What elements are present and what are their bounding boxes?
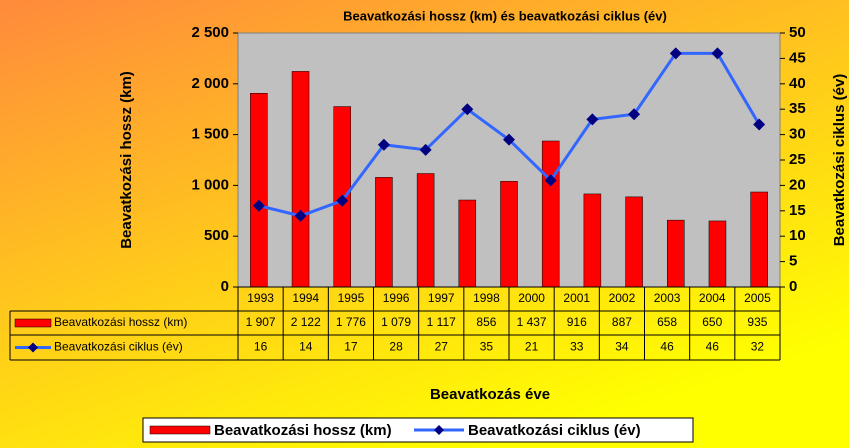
y2-tick-label: 35 xyxy=(789,100,806,117)
y2-tick-label: 50 xyxy=(789,24,806,41)
table-value: 32 xyxy=(751,340,765,354)
table-value: 650 xyxy=(702,315,722,329)
table-value: 658 xyxy=(657,315,677,329)
table-category: 2005 xyxy=(744,291,771,305)
y-axis-title: Beavatkozási hossz (km) xyxy=(118,71,135,249)
table-category: 2001 xyxy=(563,291,590,305)
table-value: 17 xyxy=(344,340,358,354)
table-series-name: Beavatkozási hossz (km) xyxy=(54,315,187,329)
legend-label: Beavatkozási hossz (km) xyxy=(214,422,392,439)
y2-tick-label: 25 xyxy=(789,151,806,168)
y-tick-label: 2 000 xyxy=(191,75,229,92)
legend-label: Beavatkozási ciklus (év) xyxy=(468,422,641,439)
y-tick-label: 2 500 xyxy=(191,24,229,41)
marker xyxy=(294,209,307,222)
y-tick-label: 0 xyxy=(221,278,229,295)
bar xyxy=(416,173,435,288)
marker xyxy=(669,47,682,60)
table-category: 1996 xyxy=(383,291,410,305)
table-value: 2 122 xyxy=(291,315,321,329)
legend-key xyxy=(434,425,444,435)
table-value: 33 xyxy=(570,340,584,354)
table-value: 16 xyxy=(254,340,268,354)
y-tick-label: 1 500 xyxy=(191,126,229,143)
x-axis-title: Beavatkozás éve xyxy=(430,386,550,403)
table-value: 1 776 xyxy=(336,315,366,329)
bar xyxy=(541,140,560,288)
y2-tick-label: 5 xyxy=(789,253,797,270)
table-category: 1997 xyxy=(428,291,455,305)
y2-tick-label: 30 xyxy=(789,126,806,143)
marker xyxy=(711,47,724,60)
marker xyxy=(753,118,766,131)
marker xyxy=(544,174,557,187)
table-value: 27 xyxy=(435,340,449,354)
table-category: 2002 xyxy=(609,291,636,305)
table-value: 1 117 xyxy=(427,315,456,329)
marker xyxy=(503,133,515,146)
bar xyxy=(500,181,518,288)
marker xyxy=(628,108,641,121)
bar xyxy=(458,199,477,288)
legend-key xyxy=(14,318,52,328)
table-value: 1 437 xyxy=(517,315,547,329)
y2-tick-label: 0 xyxy=(789,278,797,295)
marker xyxy=(586,113,599,126)
table-category: 2003 xyxy=(654,291,681,305)
y-tick-label: 500 xyxy=(204,227,229,244)
table-series-name: Beavatkozási ciklus (év) xyxy=(54,340,183,354)
y2-tick-label: 45 xyxy=(789,49,806,66)
table-value: 34 xyxy=(615,340,629,354)
bar xyxy=(375,177,393,288)
marker xyxy=(419,143,432,156)
y2-tick-label: 10 xyxy=(789,227,806,244)
bar xyxy=(583,193,602,288)
y2-tick-label: 15 xyxy=(789,202,806,219)
table-category: 1993 xyxy=(247,291,274,305)
table-value: 935 xyxy=(747,315,767,329)
table-value: 887 xyxy=(612,315,632,329)
table-value: 21 xyxy=(525,340,539,354)
table-value: 46 xyxy=(706,340,720,354)
bar xyxy=(250,92,268,288)
bar xyxy=(708,220,727,288)
marker xyxy=(377,138,390,151)
table-value: 1 079 xyxy=(381,315,411,329)
legend-key xyxy=(149,425,211,435)
table-value: 46 xyxy=(660,340,674,354)
y-tick-label: 1 000 xyxy=(191,176,229,193)
table-category: 1998 xyxy=(473,291,500,305)
marker xyxy=(461,103,474,116)
table-category: 1994 xyxy=(292,291,319,305)
table-value: 916 xyxy=(567,315,587,329)
y2-axis-title: Beavatkozási ciklus (év) xyxy=(831,74,848,247)
marker xyxy=(252,199,265,212)
table-value: 35 xyxy=(480,340,494,354)
marker xyxy=(336,194,349,207)
table-value: 856 xyxy=(476,315,496,329)
bar xyxy=(750,191,768,288)
legend-key xyxy=(28,342,38,353)
table-value: 14 xyxy=(299,340,313,354)
chart-title: Beavatkozási hossz (km) és beavatkozási … xyxy=(343,8,667,23)
table-category: 1995 xyxy=(338,291,365,305)
y2-tick-label: 40 xyxy=(789,75,806,92)
bar xyxy=(667,219,685,288)
y2-tick-label: 20 xyxy=(789,176,806,193)
table-value: 28 xyxy=(389,340,403,354)
table-value: 1 907 xyxy=(246,315,276,329)
table-category: 2004 xyxy=(699,291,726,305)
bar xyxy=(625,196,643,288)
table-category: 2000 xyxy=(518,291,545,305)
bar xyxy=(291,71,310,288)
